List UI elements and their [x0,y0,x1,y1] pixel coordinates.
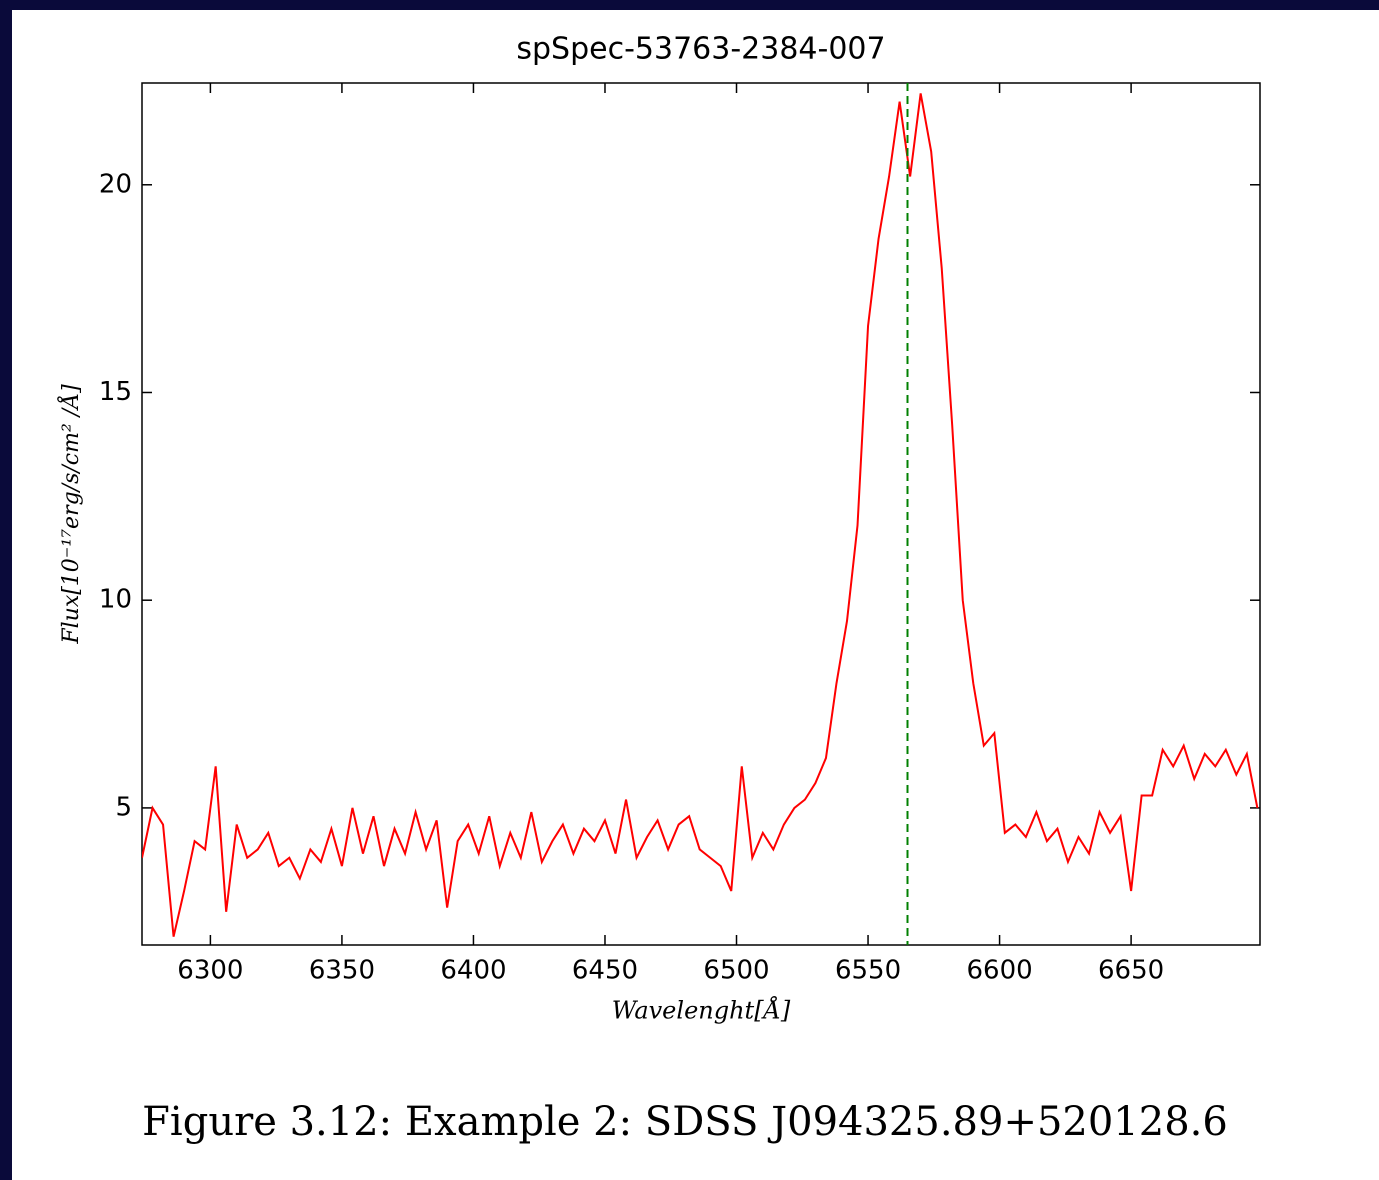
figure-caption: Figure 3.12: Example 2: SDSS J094325.89+… [142,1099,1228,1145]
y-axis-label: Flux[10⁻¹⁷erg/s/cm² /Å] [56,384,84,645]
x-tick-label: 6450 [572,956,638,986]
y-tick-label: 10 [99,585,132,615]
y-tick-label: 20 [99,169,132,199]
y-tick-label: 5 [115,792,132,822]
x-tick-label: 6600 [966,956,1032,986]
x-tick-label: 6650 [1098,956,1164,986]
plot-frame [141,82,1261,946]
y-tick-label: 15 [99,377,132,407]
x-tick-label: 6500 [703,956,769,986]
x-tick-label: 6300 [177,956,243,986]
spectrum-line [142,93,1259,937]
x-tick-label: 6550 [835,956,901,986]
x-axis-label: Wavelenght[Å] [612,996,791,1025]
chart-title: spSpec-53763-2384-007 [516,32,885,67]
x-tick-label: 6400 [440,956,506,986]
x-tick-label: 6350 [309,956,375,986]
